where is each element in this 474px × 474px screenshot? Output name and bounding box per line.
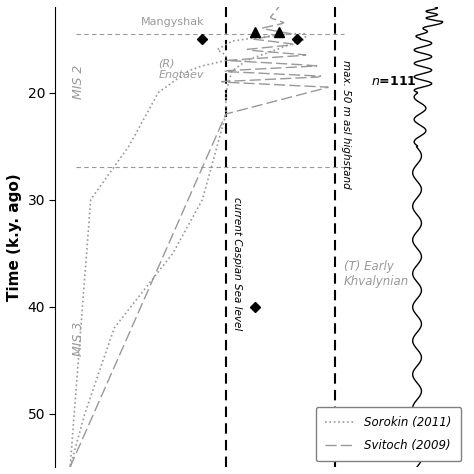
Text: MIS 2: MIS 2 <box>73 64 85 99</box>
Text: current Caspian Sea level: current Caspian Sea level <box>232 197 242 330</box>
Sorokin (2011) <box>258 52 264 58</box>
Sorokin (2011) <box>111 325 117 331</box>
Sorokin (2011) <box>67 464 73 470</box>
Svitoch (2009) <box>177 215 183 221</box>
Svitoch (2009) <box>165 243 171 248</box>
Svitoch (2009) <box>164 246 169 251</box>
Legend: Sorokin (2011), Svitoch (2009): Sorokin (2011), Svitoch (2009) <box>316 407 461 461</box>
Sorokin (2011) <box>200 63 205 69</box>
Sorokin (2011) <box>223 90 229 95</box>
Sorokin (2011) <box>170 250 176 256</box>
Line: Svitoch (2009): Svitoch (2009) <box>70 7 328 467</box>
Sorokin (2011) <box>67 464 73 470</box>
Svitoch (2009) <box>268 15 274 21</box>
Sorokin (2011) <box>244 58 249 64</box>
Svitoch (2009) <box>188 191 194 196</box>
Svitoch (2009) <box>67 464 73 470</box>
Text: (T) Early
Khvalynian: (T) Early Khvalynian <box>344 260 409 289</box>
Sorokin (2011) <box>302 31 308 36</box>
Sorokin (2011) <box>82 410 88 416</box>
Sorokin (2011) <box>229 38 235 44</box>
Text: max. 50 m asl highstand: max. 50 m asl highstand <box>341 60 351 189</box>
Text: Mangyshak: Mangyshak <box>141 17 205 27</box>
Sorokin (2011) <box>185 68 191 74</box>
Sorokin (2011) <box>302 36 308 42</box>
Sorokin (2011) <box>126 143 132 149</box>
Svitoch (2009) <box>276 4 282 10</box>
Sorokin (2011) <box>288 31 293 36</box>
Text: $\it{n}$=111: $\it{n}$=111 <box>371 75 416 88</box>
Text: (R)
Enotaev: (R) Enotaev <box>158 58 204 80</box>
Sorokin (2011) <box>288 42 293 47</box>
Line: Sorokin (2011): Sorokin (2011) <box>70 34 305 467</box>
Sorokin (2011) <box>223 111 229 117</box>
Sorokin (2011) <box>223 58 229 64</box>
Sorokin (2011) <box>258 34 264 40</box>
Sorokin (2011) <box>155 90 161 95</box>
Svitoch (2009) <box>316 87 321 93</box>
Sorokin (2011) <box>214 143 220 149</box>
Sorokin (2011) <box>200 197 205 202</box>
Sorokin (2011) <box>229 68 235 74</box>
Sorokin (2011) <box>88 197 93 202</box>
Text: MIS 3: MIS 3 <box>73 321 85 356</box>
Sorokin (2011) <box>214 47 220 53</box>
Y-axis label: Time (k.y. ago): Time (k.y. ago) <box>7 173 22 301</box>
Sorokin (2011) <box>223 52 229 58</box>
